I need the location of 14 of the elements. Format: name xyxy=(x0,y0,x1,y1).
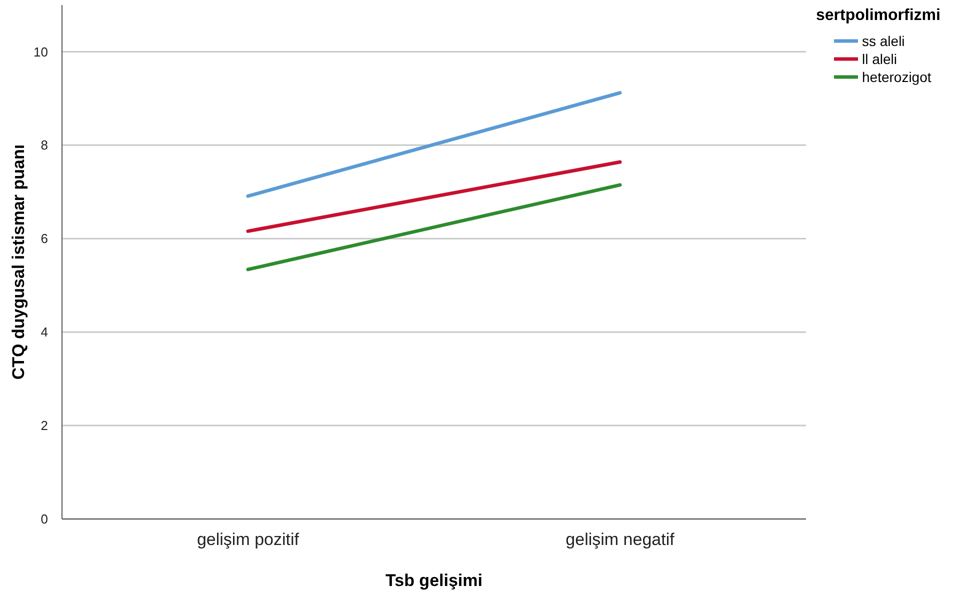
legend-label: ll aleli xyxy=(862,50,898,67)
legend-title: sertpolimorfizmi xyxy=(816,7,940,24)
x-tick-label: gelişim pozitif xyxy=(196,530,300,549)
x-axis-title: Tsb gelişimi xyxy=(386,571,482,590)
y-tick-label: 2 xyxy=(40,418,48,434)
legend-label: heterozigot xyxy=(862,68,932,85)
y-tick-label: 8 xyxy=(40,138,48,153)
x-tick-label: gelişim negatif xyxy=(566,530,675,549)
y-tick-label: 6 xyxy=(40,231,48,246)
y-tick-label: 4 xyxy=(40,324,48,340)
y-tick-label: 10 xyxy=(34,44,48,60)
y-tick-label: 0 xyxy=(40,512,48,527)
legend-label: ss aleli xyxy=(862,32,905,49)
y-axis-title: CTQ duygusal istismar puanı xyxy=(9,144,28,380)
